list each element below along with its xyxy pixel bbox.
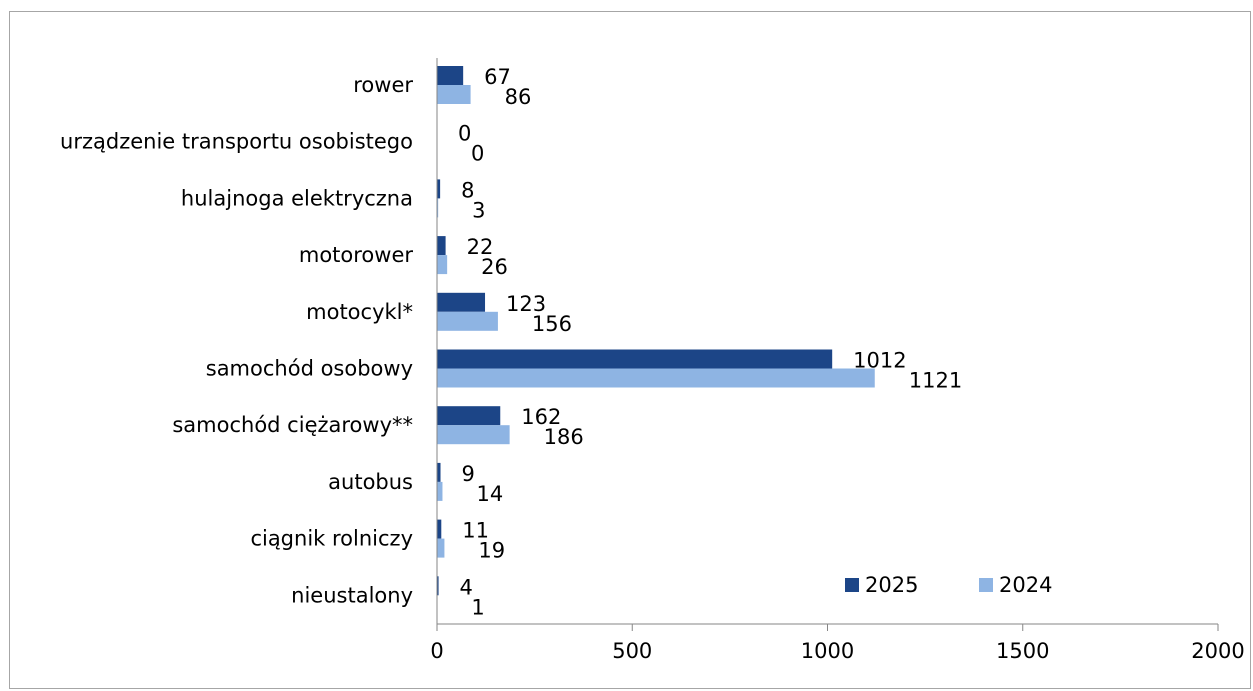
category-label: motocykl* <box>306 300 413 324</box>
legend-label: 2025 <box>865 573 918 597</box>
category-label: motorower <box>299 243 414 267</box>
value-label: 3 <box>472 198 485 222</box>
bar-2025 <box>437 519 442 539</box>
category-label: rower <box>353 73 413 97</box>
category-label: samochód osobowy <box>206 357 413 381</box>
value-label: 11 <box>462 519 489 543</box>
legend-swatch-2024 <box>979 578 993 592</box>
bar-2025 <box>437 576 439 596</box>
value-label: 22 <box>467 235 494 259</box>
value-label: 14 <box>476 482 503 506</box>
value-label: 1121 <box>909 369 962 393</box>
x-tick-label: 2000 <box>1191 639 1244 663</box>
bar-2024 <box>437 481 443 501</box>
value-label: 186 <box>544 425 584 449</box>
value-label: 8 <box>461 178 474 202</box>
bar-2024 <box>437 85 471 104</box>
legend-label: 2024 <box>999 573 1052 597</box>
value-label: 67 <box>484 65 511 89</box>
bar-2025 <box>437 349 833 369</box>
value-label: 86 <box>505 85 532 109</box>
bar-2024 <box>437 538 445 558</box>
bar-2024 <box>437 425 510 445</box>
x-tick-label: 1500 <box>996 639 1049 663</box>
bar-2025 <box>437 406 501 426</box>
value-label: 4 <box>460 575 473 599</box>
bar-2025 <box>437 462 441 482</box>
bar-2025 <box>437 236 446 256</box>
bar-2024 <box>437 255 448 275</box>
category-label: autobus <box>328 470 413 494</box>
category-label: samochód ciężarowy** <box>172 413 413 437</box>
x-tick-label: 500 <box>612 639 652 663</box>
legend-swatch-2025 <box>845 578 859 592</box>
value-label: 26 <box>481 255 508 279</box>
x-tick-label: 0 <box>430 639 443 663</box>
category-label: ciągnik rolniczy <box>250 527 413 551</box>
value-label: 156 <box>532 312 572 336</box>
value-label: 9 <box>462 462 475 486</box>
x-tick-label: 1000 <box>801 639 854 663</box>
value-label: 0 <box>458 122 471 146</box>
category-label: hulajnoga elektryczna <box>181 186 413 210</box>
bar-2025 <box>437 179 441 199</box>
bar-2024 <box>437 198 439 218</box>
bar-2024 <box>437 311 498 331</box>
value-label: 1 <box>471 595 484 619</box>
value-label: 123 <box>506 292 546 316</box>
value-label: 162 <box>521 405 561 429</box>
bar-2025 <box>437 66 464 85</box>
value-label: 0 <box>471 142 484 166</box>
category-label: urządzenie transportu osobistego <box>60 130 413 154</box>
bar-2025 <box>437 292 486 312</box>
category-label: nieustalony <box>291 583 413 607</box>
value-label: 19 <box>478 539 505 563</box>
bar-2024 <box>437 368 875 388</box>
